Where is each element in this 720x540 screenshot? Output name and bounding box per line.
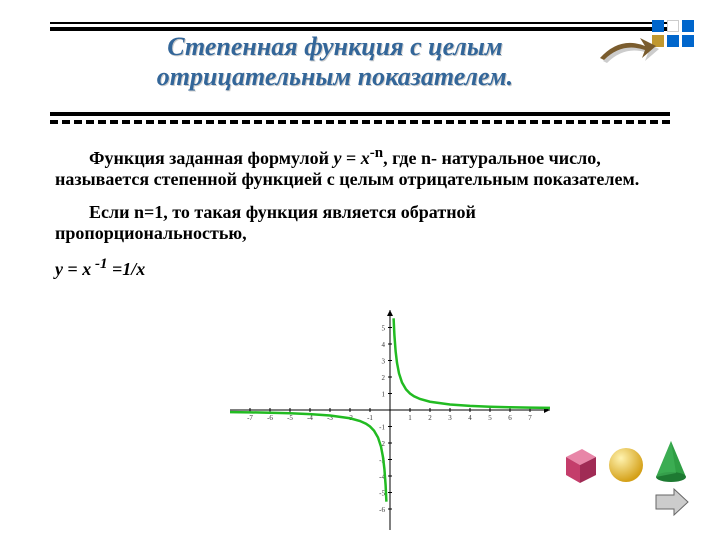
svg-text:-1: -1 [379,424,385,432]
rule-thick-top [50,27,670,31]
svg-text:2: 2 [382,374,386,382]
rule-thin-top [50,22,670,24]
svg-text:3: 3 [448,414,452,422]
deco-square [667,20,679,32]
svg-text:1: 1 [408,414,412,422]
svg-text:5: 5 [382,325,386,333]
paragraph-2: Если n=1, то такая функция является обра… [55,202,650,244]
page-title: Степенная функция с целым отрицательным … [100,32,570,92]
title-line-2: отрицательным показателем. [100,62,570,92]
cone-icon [652,437,690,485]
bottom-shapes [558,437,690,485]
rule-thick-bottom [50,112,670,116]
curl-arrow-icon [590,30,660,90]
svg-text:6: 6 [508,414,512,422]
svg-text:7: 7 [528,414,532,422]
svg-text:-6: -6 [379,506,385,514]
deco-square [682,35,694,47]
svg-text:-6: -6 [267,414,273,422]
chart-hyperbola: -7-6-5-4-3-2-11234567-6-5-4-3-2-112345 [230,310,550,530]
title-line-1: Степенная функция с целым [100,32,570,62]
svg-text:2: 2 [428,414,432,422]
svg-text:1: 1 [382,391,386,399]
rule-dashed [50,120,670,124]
svg-text:-1: -1 [367,414,373,422]
svg-text:-5: -5 [287,414,293,422]
svg-text:4: 4 [382,341,386,349]
next-arrow-button[interactable] [654,487,690,522]
paragraph-1: Функция заданная формулой y = x-n, где n… [55,145,650,190]
cube-icon [558,443,600,485]
svg-text:4: 4 [468,414,472,422]
svg-text:5: 5 [488,414,492,422]
svg-text:-5: -5 [379,490,385,498]
deco-square [682,20,694,32]
deco-square [667,35,679,47]
svg-text:-7: -7 [247,414,253,422]
paragraph-3: y = x -1 =1/x [55,256,650,280]
svg-text:3: 3 [382,358,386,366]
sphere-icon [606,445,646,485]
body-text: Функция заданная формулой y = x-n, где n… [55,145,650,292]
